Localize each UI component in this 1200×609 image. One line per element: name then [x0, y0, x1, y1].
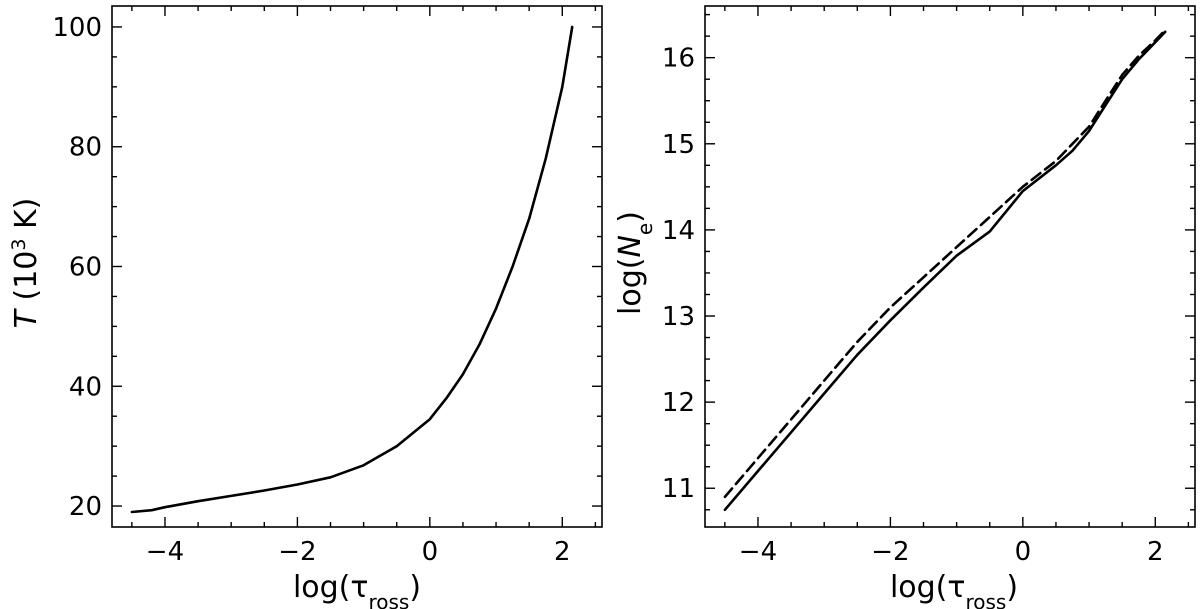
y-label-variable: T	[9, 307, 44, 328]
electron-density-series-line-dashed	[723, 28, 1167, 499]
y-tick-label: 60	[69, 253, 102, 283]
electron-density-y-axis-label: log(Ne)	[613, 211, 657, 315]
y-label-superscript: 3	[8, 239, 30, 251]
y-label-middle: (10	[9, 251, 44, 310]
x-tick-label: −4	[146, 537, 184, 567]
temperature-panel: T (103 K) log(τross) −4 −2 0 2 20 40 60 80 100	[8, 5, 603, 609]
y-label-subscript: e	[633, 223, 657, 235]
x-tick-label: 2	[1147, 537, 1164, 567]
y-label-suffix: K)	[9, 198, 44, 239]
x-tick-label: −4	[739, 537, 777, 567]
y-tick-label: 100	[52, 13, 102, 43]
y-tick-label: 40	[69, 372, 102, 402]
x-label-prefix: log(τ	[293, 570, 369, 605]
y-tick-label: 80	[69, 133, 102, 163]
x-tick-label: 2	[554, 537, 571, 567]
y-tick-label: 16	[662, 44, 695, 74]
x-tick-label: 0	[422, 537, 439, 567]
y-label-prefix: log(	[613, 258, 648, 315]
x-label-subscript: ross	[368, 590, 409, 609]
y-label-variable: N	[613, 235, 648, 257]
temperature-y-axis-label: T (103 K)	[8, 198, 44, 329]
y-tick-label: 15	[662, 130, 695, 160]
x-label-subscript: ross	[965, 590, 1006, 609]
electron-density-series-line-solid	[723, 30, 1167, 512]
y-tick-label: 20	[69, 492, 102, 522]
electron-density-x-axis-label: log(τross)	[890, 570, 1018, 609]
temperature-plot-frame	[111, 5, 603, 528]
x-label-suffix: )	[1006, 570, 1018, 605]
y-tick-label: 11	[662, 474, 695, 504]
y-tick-label: 13	[662, 302, 695, 332]
temperature-x-axis-label: log(τross)	[293, 570, 421, 609]
x-tick-label: 0	[1015, 537, 1032, 567]
x-label-prefix: log(τ	[890, 570, 966, 605]
electron-density-panel: log(Ne) log(τross) −4 −2 0 2 11 12 13 14 15 16	[613, 5, 1196, 609]
x-label-suffix: )	[409, 570, 421, 605]
y-tick-label: 14	[662, 216, 695, 246]
electron-density-plot-frame	[704, 5, 1196, 528]
x-tick-label: −2	[871, 537, 909, 567]
y-label-suffix: )	[613, 211, 648, 223]
temperature-series-line-solid	[130, 25, 574, 514]
y-tick-label: 12	[662, 388, 695, 418]
x-tick-label: −2	[278, 537, 316, 567]
